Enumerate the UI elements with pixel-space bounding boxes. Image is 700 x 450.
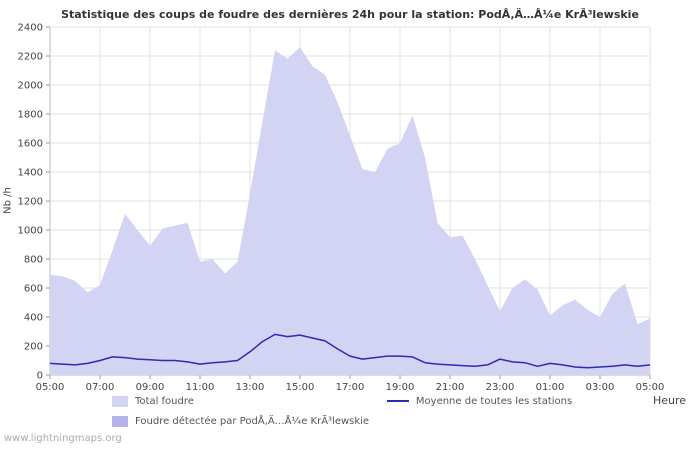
- svg-text:600: 600: [24, 284, 43, 295]
- x-axis-label: Heure: [652, 394, 686, 407]
- svg-text:21:00: 21:00: [436, 382, 465, 393]
- svg-text:19:00: 19:00: [386, 382, 415, 393]
- svg-text:800: 800: [24, 255, 43, 266]
- legend-row-2: Foudre détectée par PodÅ‚Ä…Å¼e KrÃ³lewsk…: [112, 411, 672, 431]
- svg-text:400: 400: [24, 313, 43, 324]
- svg-text:0: 0: [37, 371, 43, 382]
- average-line-label: Moyenne de toutes les stations: [415, 395, 573, 407]
- svg-text:2400: 2400: [18, 23, 43, 34]
- svg-text:1800: 1800: [18, 110, 43, 121]
- svg-text:01:00: 01:00: [536, 382, 565, 393]
- total-foudre-swatch: [112, 395, 128, 407]
- chart-title: Statistique des coups de foudre des dern…: [61, 8, 639, 21]
- svg-text:11:00: 11:00: [186, 382, 215, 393]
- svg-text:17:00: 17:00: [336, 382, 365, 393]
- svg-text:1000: 1000: [18, 226, 43, 237]
- svg-text:1600: 1600: [18, 139, 43, 150]
- average-line-swatch: [386, 400, 409, 402]
- svg-text:1400: 1400: [18, 168, 43, 179]
- legend-item-average: Moyenne de toutes les stations: [386, 395, 573, 407]
- svg-text:200: 200: [24, 342, 43, 353]
- svg-text:15:00: 15:00: [286, 382, 315, 393]
- total-foudre-label: Total foudre: [135, 395, 194, 407]
- svg-text:2000: 2000: [18, 81, 43, 92]
- svg-text:03:00: 03:00: [586, 382, 615, 393]
- watermark: www.lightningmaps.org: [4, 433, 122, 444]
- legend-row-1: Total foudre Moyenne de toutes les stati…: [112, 391, 672, 411]
- station-detected-swatch: [112, 415, 128, 427]
- chart-legend: Total foudre Moyenne de toutes les stati…: [112, 391, 672, 431]
- legend-item-station: Foudre détectée par PodÅ‚Ä…Å¼e KrÃ³lewsk…: [112, 415, 370, 427]
- svg-text:09:00: 09:00: [136, 382, 165, 393]
- svg-text:05:00: 05:00: [36, 382, 65, 393]
- svg-text:05:00: 05:00: [636, 382, 665, 393]
- svg-text:23:00: 23:00: [486, 382, 515, 393]
- legend-item-total: Total foudre: [112, 395, 194, 407]
- svg-text:1200: 1200: [18, 197, 43, 208]
- svg-text:13:00: 13:00: [236, 382, 265, 393]
- svg-text:2200: 2200: [18, 52, 43, 63]
- station-detected-label: Foudre détectée par PodÅ‚Ä…Å¼e KrÃ³lewsk…: [135, 415, 370, 427]
- svg-text:07:00: 07:00: [86, 382, 115, 393]
